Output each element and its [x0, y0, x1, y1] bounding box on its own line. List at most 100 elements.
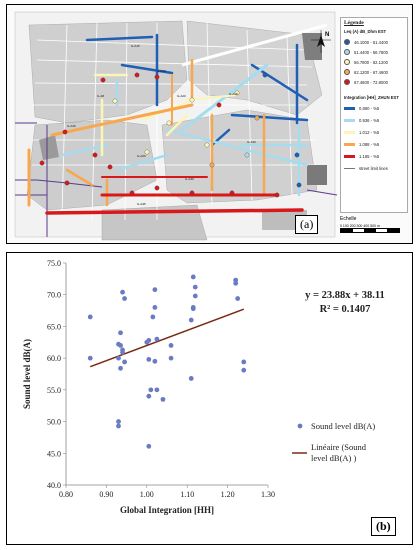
- scatter-chart: 40.0 45.0 50.0 55.0 60.0 65.0 70.0 75.0 0.80 0.90…: [22, 259, 385, 515]
- data-point: [116, 419, 121, 424]
- integration-class-label: 0.936 - %5: [359, 117, 380, 123]
- measurement-points: [39, 72, 302, 198]
- scale-title: Echelle: [340, 216, 357, 222]
- integration-class-row: 1.165 - %5: [344, 152, 404, 160]
- street-limit-swatch: [344, 167, 355, 169]
- integration-legend-rows: 0.860 - %5 0.936 - %5 1.012 - %5 1.088 - %5…: [344, 104, 404, 164]
- data-point: [160, 396, 166, 402]
- y-tick-label: 60.0: [47, 354, 61, 363]
- r-squared-value: R² = 0.1407: [320, 304, 371, 315]
- panel-a-label: (a): [295, 215, 319, 234]
- data-point: [118, 330, 123, 336]
- svg-text:G-A13: G-A13: [157, 69, 166, 73]
- y-tick-label: 55.0: [47, 386, 61, 395]
- map-legend: Légende Leq (A) dB_Dhm EST 46.1000 - 51.…: [340, 17, 408, 213]
- integration-class-row: 1.088 - %5: [344, 140, 404, 148]
- data-point: [87, 355, 93, 361]
- data-point: [146, 443, 152, 449]
- map-scale: Echelle 0 100 200 300 400 500 m: [340, 216, 408, 240]
- data-point: [152, 305, 158, 310]
- integration-class-swatch: [344, 118, 355, 122]
- sound-class-swatch: [344, 79, 350, 85]
- street-limit-label: street limit lines: [359, 165, 388, 171]
- legend-label-linear-1: Linéaire (Sound: [311, 442, 367, 452]
- x-tick-label: 0.80: [59, 490, 73, 499]
- data-point: [154, 336, 160, 342]
- sound-class-swatch: [344, 69, 350, 75]
- svg-text:G-A8: G-A8: [97, 94, 104, 98]
- street-limit-row: street limit lines: [344, 164, 404, 172]
- sound-class-row: 67.4600 - 72.8000: [344, 78, 404, 86]
- y-axis-title: Sound level dB(A): [22, 339, 32, 409]
- north-arrow-icon: [311, 30, 331, 53]
- integration-class-label: 1.088 - %5: [359, 141, 380, 147]
- x-tick-label: 1.20: [221, 490, 235, 499]
- map-street-labels: G-A15 G-A13 G-A8 G-A20 G-A18 G-A30 G-A26…: [67, 44, 256, 206]
- legend-label-sound: Sound level dB(A): [311, 421, 375, 431]
- integration-legend-heading: Integration [HH]_ZHUN EST: [344, 95, 399, 100]
- legend-point-marker: [297, 423, 303, 429]
- svg-text:G-A30: G-A30: [185, 177, 194, 181]
- integration-class-swatch: [344, 142, 355, 146]
- sound-legend-rows: 46.1000 - 51.4400 51.4400 - 56.7800 56.780…: [344, 38, 404, 88]
- integration-class-swatch: [344, 130, 355, 134]
- data-point: [192, 284, 198, 290]
- data-point: [190, 274, 196, 280]
- sound-class-row: 46.1000 - 51.4400: [344, 38, 404, 46]
- sound-class-label: 62.1200 - 67.4600: [354, 69, 388, 75]
- integration-class-label: 0.860 - %5: [359, 105, 380, 111]
- integration-class-label: 1.012 - %5: [359, 129, 380, 135]
- data-point: [118, 365, 123, 371]
- sound-class-label: 51.4400 - 56.7800: [354, 49, 388, 55]
- x-axis-title: Global Integration [HH]: [120, 505, 214, 515]
- data-point: [118, 343, 123, 348]
- scale-bar: [340, 228, 400, 233]
- integration-class-row: 0.936 - %5: [344, 116, 404, 124]
- integration-class-row: 1.012 - %5: [344, 128, 404, 136]
- data-point: [146, 337, 152, 343]
- data-point: [192, 293, 198, 299]
- chart-panel: 40.0 45.0 50.0 55.0 60.0 65.0 70.0 75.0 0.80 0.90…: [6, 252, 413, 545]
- data-point: [122, 296, 127, 301]
- data-point: [154, 387, 160, 393]
- sound-legend-heading: Leq (A) dB_Dhm EST: [344, 29, 387, 34]
- data-point: [116, 423, 121, 429]
- data-point: [241, 367, 247, 373]
- sound-class-swatch: [344, 49, 350, 55]
- north-label: N: [325, 32, 330, 38]
- sound-class-label: 56.7800 - 62.1200: [354, 59, 388, 65]
- y-tick-label: 50.0: [47, 418, 61, 427]
- legend-label-linear-2: level dB(A) ): [311, 453, 356, 463]
- data-point: [168, 343, 174, 348]
- integration-lines: [27, 33, 309, 215]
- data-point: [168, 355, 174, 361]
- sound-class-row: 62.1200 - 67.4600: [344, 68, 404, 76]
- data-point: [235, 296, 241, 301]
- data-point: [87, 314, 93, 320]
- svg-text:G-A30: G-A30: [67, 124, 76, 128]
- x-tick-label: 1.30: [261, 490, 275, 499]
- svg-text:G-A26: G-A26: [137, 154, 146, 158]
- map-panel: G-A15 G-A13 G-A8 G-A20 G-A18 G-A30 G-A26…: [6, 4, 413, 244]
- integration-class-swatch: [344, 106, 355, 110]
- sound-class-label: 46.1000 - 51.4400: [354, 39, 388, 45]
- svg-text:G-A15: G-A15: [131, 44, 140, 48]
- y-tick-label: 70.0: [47, 291, 61, 300]
- integration-class-row: 0.860 - %5: [344, 104, 404, 112]
- integration-class-label: 1.165 - %5: [359, 153, 380, 159]
- integration-class-swatch: [344, 154, 355, 158]
- data-point: [152, 358, 158, 364]
- data-point: [122, 359, 127, 365]
- panel-b-label: (b): [371, 517, 396, 536]
- sound-class-row: 56.7800 - 62.1200: [344, 58, 404, 66]
- data-point: [152, 287, 158, 293]
- data-point: [233, 280, 239, 286]
- data-point: [148, 387, 154, 393]
- data-point: [120, 350, 125, 355]
- data-point: [188, 317, 194, 323]
- data-point: [146, 393, 152, 399]
- data-point: [190, 306, 196, 312]
- y-tick-label: 45.0: [47, 449, 61, 458]
- trend-line: [89, 308, 245, 368]
- sound-class-row: 51.4400 - 56.7800: [344, 48, 404, 56]
